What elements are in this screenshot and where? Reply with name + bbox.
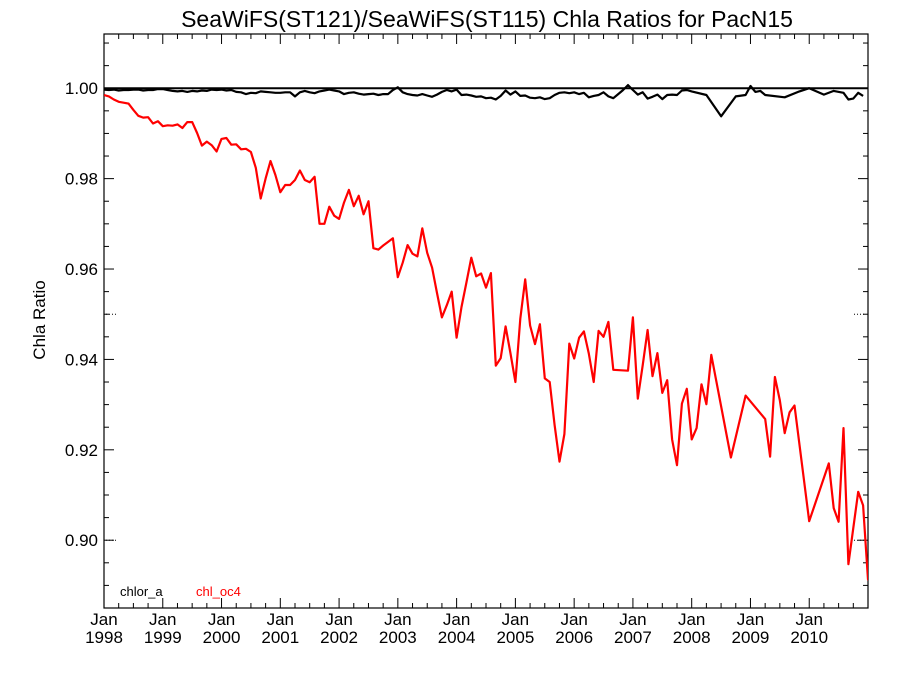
x-tick-label-year: 2004: [438, 628, 476, 647]
x-tick-label-month: Jan: [384, 610, 411, 629]
x-tick-label-month: Jan: [443, 610, 470, 629]
x-tick-label-month: Jan: [502, 610, 529, 629]
x-tick-label-month: Jan: [90, 610, 117, 629]
x-tick-label-month: Jan: [619, 610, 646, 629]
x-tick-label-month: Jan: [325, 610, 352, 629]
series-line-chl-oc4: [104, 93, 868, 581]
x-tick-label-year: 2008: [673, 628, 711, 647]
y-axis-label: Chla Ratio: [30, 280, 49, 359]
series-line-chlor-a: [104, 84, 864, 118]
x-tick-label-year: 2001: [261, 628, 299, 647]
x-tick-label-year: 2007: [614, 628, 652, 647]
x-tick-label-month: Jan: [208, 610, 235, 629]
x-tick-label-month: Jan: [737, 610, 764, 629]
y-tick-label: 0.92: [65, 441, 98, 460]
x-tick-label-year: 2009: [732, 628, 770, 647]
y-tick-label: 1.00: [65, 79, 98, 98]
x-tick-label-year: 1999: [144, 628, 182, 647]
x-tick-label-year: 2005: [496, 628, 534, 647]
legend-entry-chlor-a: chlor_a: [120, 584, 163, 599]
x-tick-label-year: 2006: [555, 628, 593, 647]
plot-area: 0.900.920.940.960.981.00Jan1998Jan1999Ja…: [65, 33, 869, 647]
chart-title: SeaWiFS(ST121)/SeaWiFS(ST115) Chla Ratio…: [181, 6, 793, 32]
y-tick-label: 0.90: [65, 531, 98, 550]
x-tick-label-month: Jan: [267, 610, 294, 629]
x-tick-label-month: Jan: [678, 610, 705, 629]
x-tick-label-year: 2003: [379, 628, 417, 647]
y-tick-label: 0.94: [65, 350, 98, 369]
x-tick-label-year: 1998: [85, 628, 123, 647]
x-tick-label-month: Jan: [796, 610, 823, 629]
y-tick-label: 0.96: [65, 260, 98, 279]
x-tick-label-year: 2010: [790, 628, 828, 647]
y-tick-label: 0.98: [65, 170, 98, 189]
x-tick-label-month: Jan: [560, 610, 587, 629]
legend-entry-chl-oc4: chl_oc4: [196, 584, 241, 599]
plot-frame: [103, 33, 869, 609]
x-tick-label-month: Jan: [149, 610, 176, 629]
x-tick-label-year: 2000: [203, 628, 241, 647]
x-tick-label-year: 2002: [320, 628, 358, 647]
